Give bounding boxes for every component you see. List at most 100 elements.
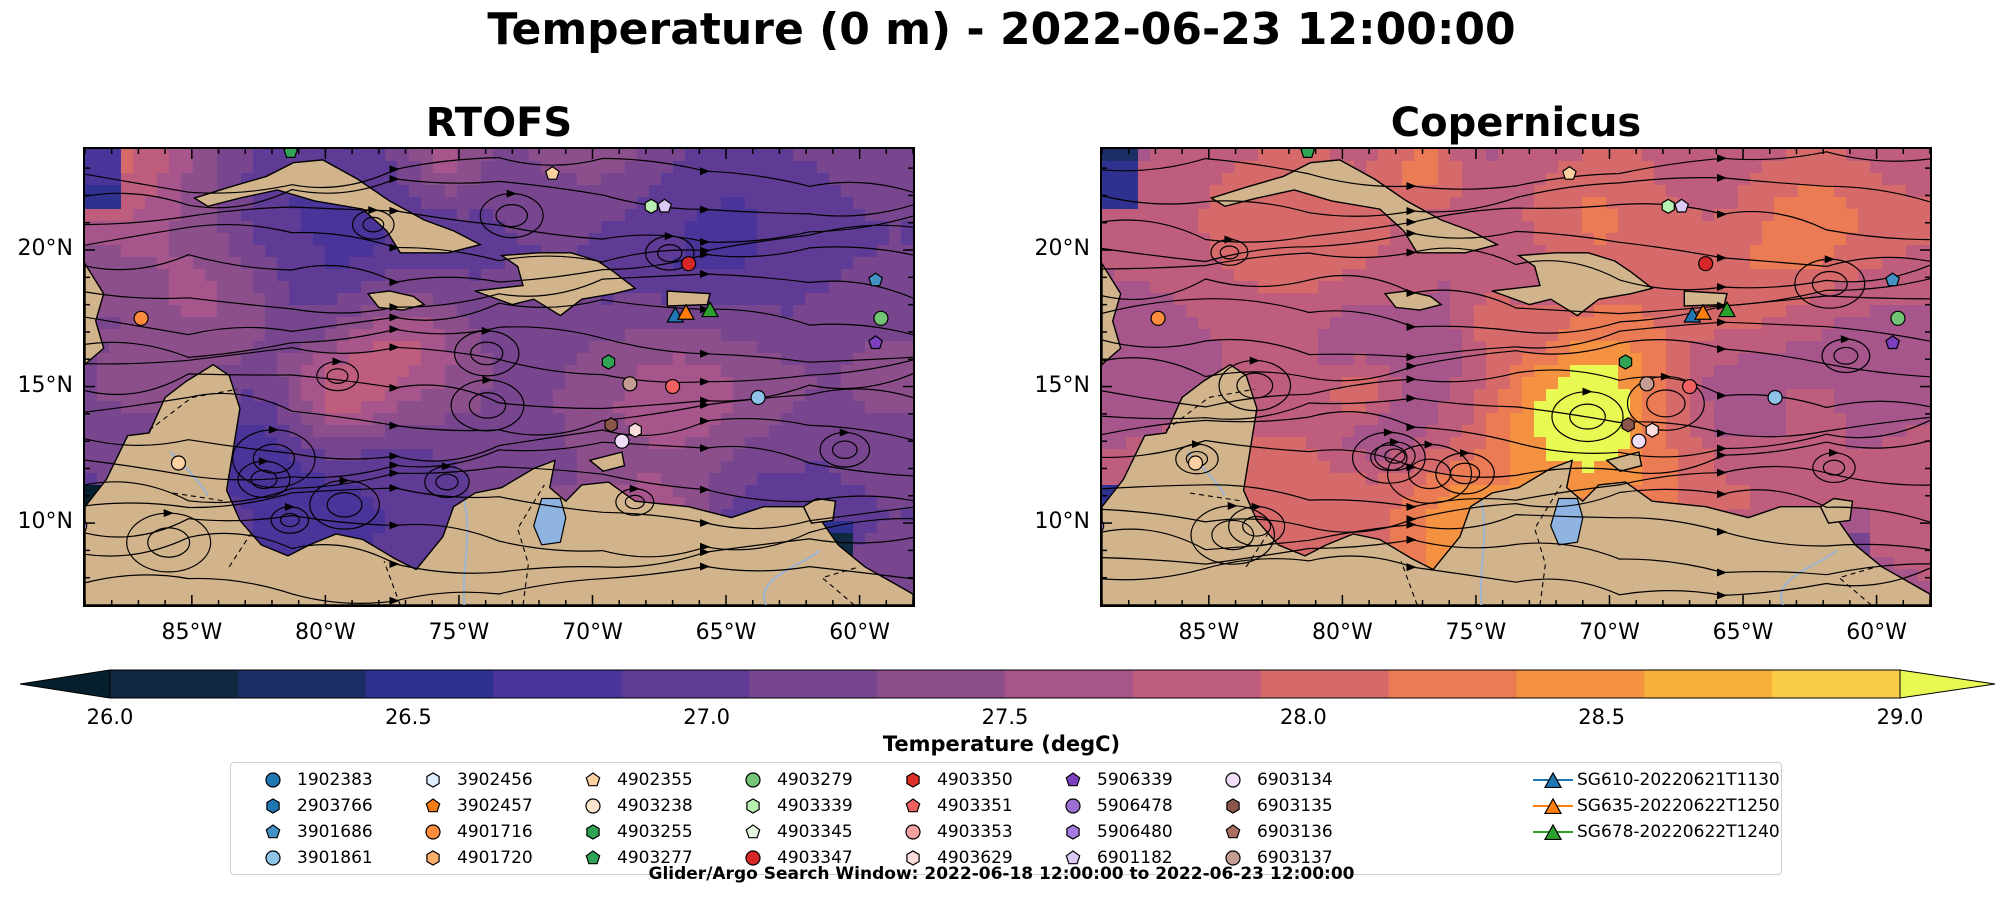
platform-markers-rtofs	[85, 149, 889, 532]
legend-label: 4903277	[617, 848, 693, 868]
platform-marker	[657, 198, 673, 213]
colorbar-segment	[110, 670, 239, 698]
legend-symbol	[745, 824, 761, 839]
colorbar-segment	[1260, 670, 1390, 698]
legend-label: 3902457	[457, 796, 533, 816]
legend-marker	[1226, 798, 1240, 814]
legend-marker	[906, 850, 920, 866]
colorbar-tick-label: 26.0	[86, 705, 134, 729]
legend-marker	[585, 850, 601, 865]
legend-symbol	[586, 824, 600, 840]
legend-label: SG610-20220621T1130	[1577, 770, 1780, 790]
legend-marker	[1065, 772, 1081, 787]
legend-symbol	[1543, 797, 1563, 815]
legend-label: 5906480	[1097, 822, 1173, 842]
map-panel-rtofs	[83, 147, 915, 607]
lon-tick-label: 65°W	[1712, 620, 1774, 645]
legend-marker	[746, 798, 760, 814]
streamlines-copernicus	[1102, 151, 1930, 597]
lon-tick-label: 70°W	[1579, 620, 1640, 645]
legend-marker	[905, 824, 921, 840]
colorbar-tick-label: 27.0	[683, 705, 731, 729]
platform-marker	[868, 335, 884, 350]
map-plot-rtofs	[85, 149, 913, 605]
map-ticks-copernicus	[1102, 149, 1930, 605]
lon-tick-label: 75°W	[428, 620, 490, 645]
colorbar-extend-low	[19, 669, 111, 699]
legend-marker	[1533, 823, 1573, 841]
legend-symbol	[265, 850, 281, 866]
legend-symbol	[1543, 823, 1563, 841]
legend-label: 2903766	[297, 796, 373, 816]
platform-marker	[1639, 376, 1655, 392]
legend-label: 5906478	[1097, 796, 1173, 816]
streamline-arrows-copernicus	[1191, 154, 1851, 600]
landmass-rtofs	[85, 159, 913, 605]
legend-marker	[745, 824, 761, 839]
legend-label: 6903136	[1257, 822, 1333, 842]
colorbar-segment	[749, 670, 878, 698]
legend-symbol	[745, 850, 761, 866]
lat-tick-label: 10°N	[17, 509, 73, 535]
legend-label: 4902355	[617, 770, 693, 790]
legend-label: 3901861	[297, 848, 373, 868]
legend-label: 6903135	[1257, 796, 1333, 816]
colorbar-segment	[237, 670, 367, 698]
lat-tick-label: 20°N	[1034, 236, 1090, 262]
colorbar-extend-high	[1899, 669, 1996, 699]
colorbar-tick-label: 27.5	[981, 705, 1029, 729]
legend-marker	[1065, 798, 1081, 814]
legend-symbol	[426, 850, 440, 866]
platform-marker	[1187, 455, 1204, 471]
legend-marker	[1066, 824, 1080, 840]
platform-marker	[604, 417, 618, 433]
platform-marker	[1621, 417, 1635, 433]
colorbar-segment	[365, 670, 495, 698]
platform-marker	[283, 149, 299, 158]
platform-marker	[545, 165, 560, 180]
legend-label: 4903279	[777, 770, 853, 790]
colorbar-segment	[1516, 670, 1645, 698]
platform-marker	[700, 300, 720, 318]
legend-label: 4903629	[937, 848, 1013, 868]
legend-marker	[745, 772, 761, 788]
platform-marker	[1645, 422, 1659, 438]
lon-tick-label: 85°W	[1178, 620, 1240, 645]
legend-symbol	[905, 798, 921, 813]
legend-symbol	[265, 772, 281, 788]
lat-tick-label: 20°N	[17, 236, 73, 262]
legend-symbol	[425, 798, 441, 813]
legend-symbol	[585, 850, 601, 865]
figure-title: Temperature (0 m) - 2022-06-23 12:00:00	[487, 4, 1516, 55]
legend-label: 4903345	[777, 822, 853, 842]
platform-marker	[750, 389, 766, 406]
legend-symbol	[265, 824, 281, 839]
legend-symbol	[585, 772, 601, 787]
legend-label: 4903353	[937, 822, 1013, 842]
legend-label: 4903339	[777, 796, 853, 816]
legend-marker	[1225, 824, 1241, 839]
lake-maracaibo-rtofs	[533, 497, 567, 546]
legend-symbol	[585, 798, 601, 814]
lon-tick-label: 60°W	[1846, 620, 1907, 645]
legend-marker	[1065, 850, 1081, 865]
legend-marker	[585, 798, 601, 814]
legend-label: 3902456	[457, 770, 533, 790]
lon-tick-label: 80°W	[295, 620, 356, 645]
legend-label: 6901182	[1097, 848, 1173, 868]
platform-marker	[873, 310, 889, 326]
map-panel-copernicus	[1100, 147, 1932, 607]
legend-symbol	[426, 772, 440, 788]
legend-marker	[425, 798, 441, 813]
colorbar-tick-label: 29.0	[1876, 705, 1924, 729]
legend-marker	[585, 772, 601, 787]
legend-label: 5906339	[1097, 770, 1173, 790]
search-window-note: Glider/Argo Search Window: 2022-06-18 12…	[648, 864, 1355, 884]
legend-symbol	[1225, 772, 1241, 788]
platform-marker	[1885, 272, 1901, 287]
platform-marker	[1890, 310, 1906, 326]
colorbar-tick-label: 28.0	[1279, 705, 1327, 729]
legend-label: 4903238	[617, 796, 693, 816]
platform-marker	[644, 198, 658, 214]
colorbar-segment	[1132, 670, 1262, 698]
